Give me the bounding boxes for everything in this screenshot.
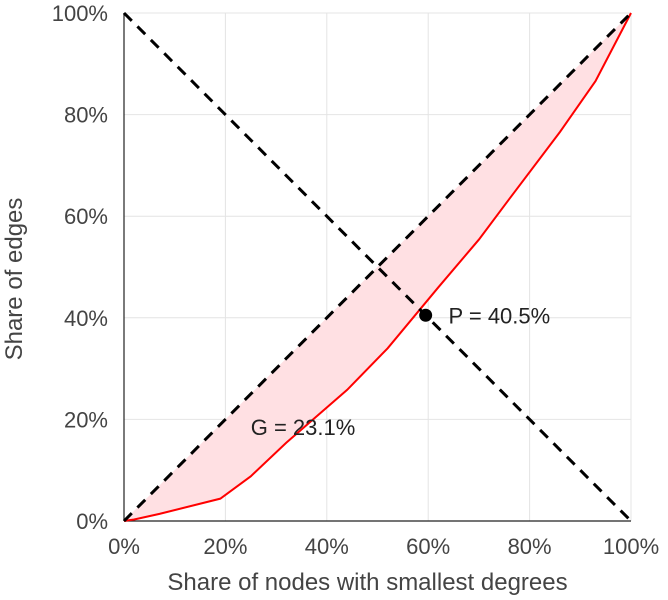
x-tick-label: 40% (305, 534, 349, 559)
y-axis-title: Share of edges (1, 198, 28, 361)
x-tick-label: 20% (203, 534, 247, 559)
y-tick-label: 80% (64, 103, 108, 128)
y-tick-label: 20% (64, 407, 108, 432)
x-tick-label: 100% (603, 534, 659, 559)
anti-diagonal-line (122, 11, 633, 523)
y-tick-label: 100% (52, 1, 108, 26)
y-tick-label: 40% (64, 306, 108, 331)
p-point-marker (419, 308, 433, 322)
y-tick-labels: 0% 20% 40% 60% 80% 100% (52, 1, 108, 534)
x-tick-labels: 0% 20% 40% 60% 80% 100% (108, 534, 659, 559)
x-axis-title: Share of nodes with smallest degrees (167, 569, 567, 596)
series-layer (122, 11, 633, 523)
y-tick-label: 60% (64, 204, 108, 229)
annotation-p-value: P = 40.5% (448, 303, 550, 328)
equality-diagonal-line (122, 11, 633, 523)
point-layer (419, 308, 433, 322)
x-tick-label: 80% (508, 534, 552, 559)
grid (123, 12, 632, 522)
x-tick-label: 0% (108, 534, 140, 559)
annotation-g-value: G = 23.1% (251, 415, 356, 440)
x-tick-label: 60% (406, 534, 450, 559)
lorenz-curve-line (123, 12, 632, 522)
y-tick-label: 0% (76, 509, 108, 534)
